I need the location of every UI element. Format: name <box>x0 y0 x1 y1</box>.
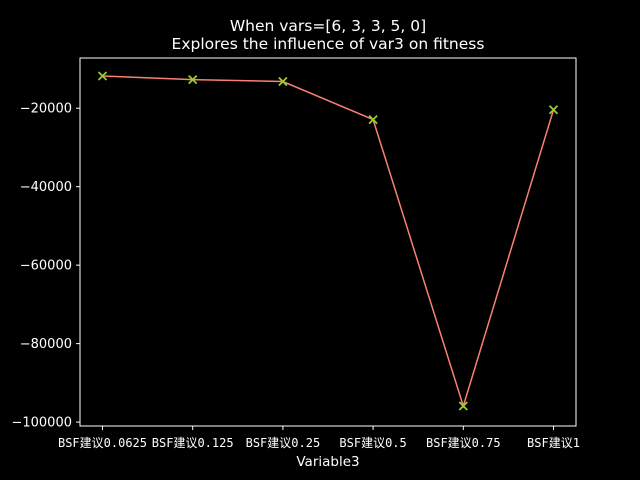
y-tick-label: −20000 <box>20 102 72 117</box>
marker-stroke <box>278 76 288 87</box>
data-point-marker <box>368 114 378 125</box>
plot-area: −100000 −80000 −60000 −40000 −20000 BSF建议0.06… <box>11 57 580 450</box>
data-point-marker <box>278 76 288 87</box>
x-tick-label: BSF建议0.5 <box>339 436 406 450</box>
marker-stroke <box>188 74 198 85</box>
chart-title: When vars=[6, 3, 3, 5, 0] <box>230 17 426 35</box>
series-line <box>102 75 555 409</box>
data-point-marker <box>188 74 198 85</box>
marker-stroke <box>548 105 559 115</box>
y-tick-label: −40000 <box>20 180 72 195</box>
y-tick-label: −100000 <box>11 416 72 431</box>
y-tick-label: −60000 <box>20 259 72 274</box>
chart-subtitle: Explores the influence of var3 on fitnes… <box>172 35 485 53</box>
data-point-marker <box>458 401 468 411</box>
data-point-marker <box>548 105 559 115</box>
x-tick-label: BSF建议0.0625 <box>58 436 147 450</box>
x-tick-label: BSF建议1 <box>527 436 580 450</box>
marker-stroke <box>368 114 378 125</box>
x-tick-label: BSF建议0.125 <box>152 436 234 450</box>
x-axis-label: Variable3 <box>296 454 359 470</box>
y-tick-label: −80000 <box>20 337 72 352</box>
x-tick-label: BSF建议0.75 <box>426 436 501 450</box>
marker-stroke <box>458 401 468 411</box>
axes-frame <box>79 57 577 427</box>
marker-stroke <box>97 71 108 81</box>
x-tick-label: BSF建议0.25 <box>246 436 321 450</box>
data-point-marker <box>97 71 108 81</box>
